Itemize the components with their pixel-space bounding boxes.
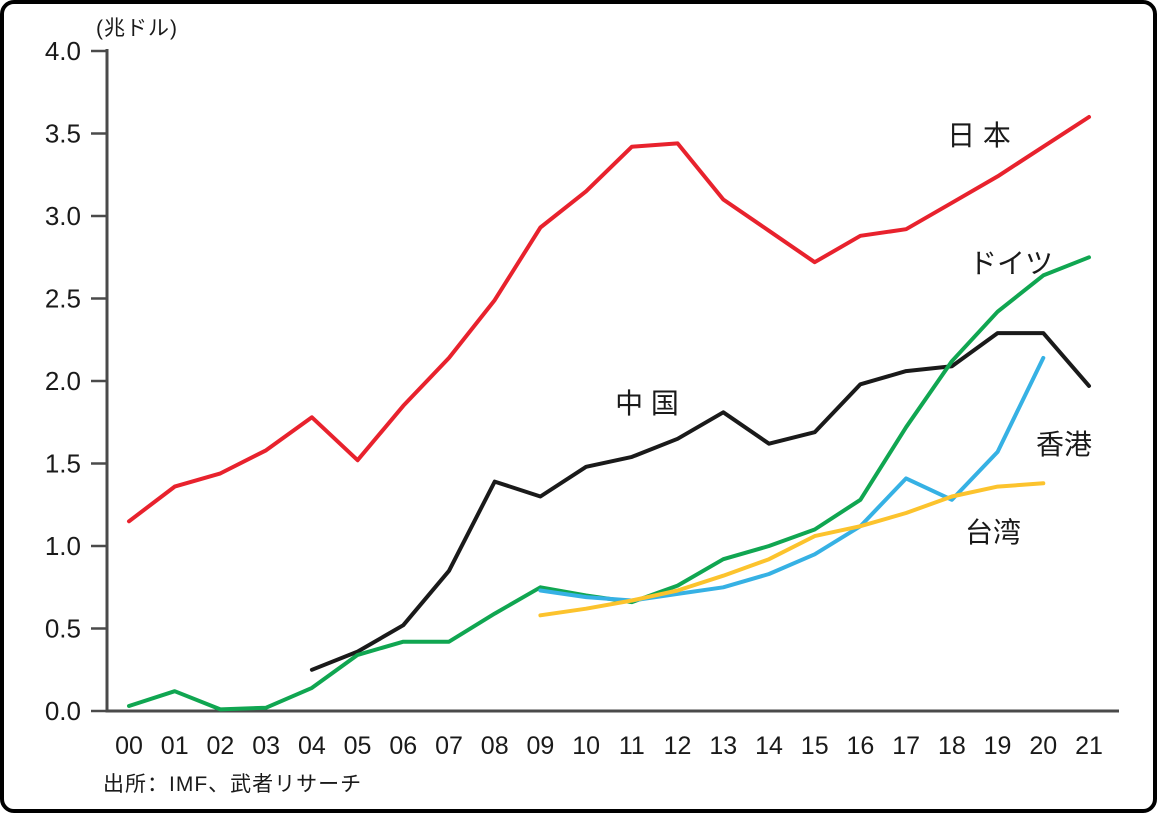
x-tick-label: 20: [1029, 732, 1057, 760]
series-label-japan: 日 本: [947, 120, 1011, 151]
y-tick-label: 4.0: [45, 36, 81, 66]
y-tick-label: 0.0: [45, 696, 81, 726]
series-label-taiwan: 台湾: [965, 517, 1021, 548]
x-tick-label: 10: [572, 732, 600, 760]
series-line-china: [309, 331, 1091, 672]
y-tick-label: 3.5: [45, 119, 81, 149]
y-tick-label: 1.0: [45, 531, 81, 561]
x-tick-label: 17: [892, 732, 920, 760]
y-axis-unit-label: (兆ドル): [96, 17, 178, 40]
series-label-germany: ドイツ: [969, 248, 1053, 279]
series-line-germany: [127, 255, 1091, 712]
x-tick-label: 19: [984, 732, 1012, 760]
y-tick-label: 1.5: [45, 449, 81, 479]
series-label-hong-kong: 香港: [1036, 429, 1092, 460]
x-tick-label: 08: [481, 732, 509, 760]
y-tick-label: 0.5: [45, 614, 81, 644]
x-tick-label: 18: [938, 732, 966, 760]
series-label-china: 中 国: [615, 388, 679, 419]
x-tick-label: 07: [435, 732, 463, 760]
y-tick-label: 3.0: [45, 201, 81, 231]
series-line-taiwan: [538, 481, 1046, 618]
x-tick-label: 00: [115, 732, 143, 760]
x-tick-label: 15: [801, 732, 829, 760]
x-tick-label: 04: [298, 732, 326, 760]
x-tick-label: 01: [161, 732, 189, 760]
x-tick-label: 06: [389, 732, 417, 760]
x-tick-label: 11: [619, 732, 645, 760]
x-tick-label: 14: [755, 732, 783, 760]
x-tick-label: 02: [207, 732, 235, 760]
x-tick-label: 09: [527, 732, 555, 760]
y-tick-label: 2.5: [45, 284, 81, 314]
x-tick-label: 21: [1075, 732, 1103, 760]
series-line-japan: [127, 115, 1091, 524]
x-tick-label: 16: [847, 732, 875, 760]
source-note: 出所：IMF、武者リサーチ: [103, 773, 363, 796]
x-tick-label: 05: [344, 732, 372, 760]
x-tick-label: 03: [252, 732, 280, 760]
y-tick-label: 2.0: [45, 366, 81, 396]
line-chart: 0.0 0.5 1.0 1.5 2.0 2.5 3.0 3.5 4.0 00 01 02 03 04 05 0…: [45, 36, 1119, 760]
x-tick-label: 13: [709, 732, 737, 760]
x-tick-label: 12: [664, 732, 692, 760]
